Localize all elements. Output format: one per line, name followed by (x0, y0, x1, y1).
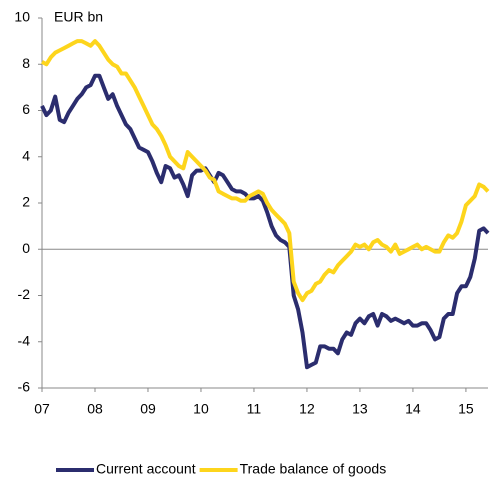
x-tick-label: 09 (140, 401, 156, 417)
x-tick-label: 15 (458, 401, 474, 417)
x-tick-label: 08 (87, 401, 103, 417)
y-tick-label: 10 (14, 9, 30, 25)
legend-label: Trade balance of goods (240, 461, 387, 477)
x-tick-label: 07 (34, 401, 50, 417)
x-tick-label: 12 (299, 401, 315, 417)
y-tick-label: -4 (18, 332, 31, 348)
y-tick-label: -6 (18, 379, 31, 395)
y-tick-label: 4 (22, 147, 30, 163)
x-tick-label: 14 (405, 401, 421, 417)
legend-label: Current account (96, 461, 196, 477)
y-tick-label: 8 (22, 55, 30, 71)
series-line (41, 39, 490, 303)
y-tick-label: -2 (18, 286, 31, 302)
y-tick-label: 0 (22, 240, 30, 256)
x-tick-label: 10 (193, 401, 209, 417)
y-axis-label: EUR bn (54, 9, 103, 25)
x-tick-label: 13 (352, 401, 368, 417)
y-tick-label: 2 (22, 194, 30, 210)
y-tick-label: 6 (22, 101, 30, 117)
series-line (40, 73, 490, 370)
x-tick-label: 11 (247, 401, 262, 417)
